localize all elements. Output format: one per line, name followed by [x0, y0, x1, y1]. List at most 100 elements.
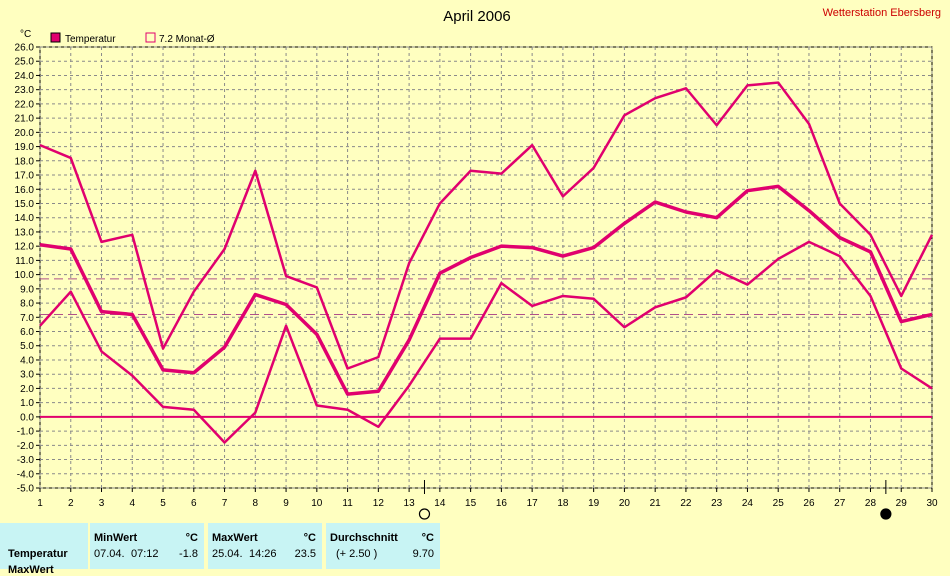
x-tick-label: 18	[557, 498, 569, 509]
x-tick-label: 13	[404, 498, 416, 509]
y-tick-label: -4.0	[17, 469, 35, 480]
y-tick-label: 14.0	[15, 213, 35, 224]
x-tick-label: 19	[588, 498, 600, 509]
x-tick-label: 26	[803, 498, 815, 509]
full-moon-icon	[418, 508, 431, 520]
stats-min-cell: MinWert °C 07.04. 07:12 -1.8	[90, 523, 204, 569]
chart-title: April 2006	[443, 8, 511, 25]
max-value: 23.5	[294, 548, 316, 560]
series-line-max	[39, 81, 934, 370]
series-line-min	[39, 240, 933, 444]
station-name: Wetterstation Ebersberg	[823, 7, 941, 19]
y-unit-label: °C	[20, 29, 31, 40]
x-tick-label: 22	[680, 498, 692, 509]
statistics-panel: Temperatur MaxWert MinWert °C 07.04. 07:…	[0, 523, 950, 576]
y-tick-label: 22.0	[15, 99, 35, 110]
grid-lines	[36, 46, 933, 492]
x-tick-label: 3	[99, 498, 105, 509]
avg-diff: (+ 2.50 )	[336, 548, 378, 560]
y-tick-label: -2.0	[17, 441, 35, 452]
y-tick-label: 11.0	[15, 256, 34, 267]
y-tick-label: 9.0	[20, 284, 34, 295]
plot-area	[39, 46, 933, 489]
y-tick-label: 3.0	[20, 370, 34, 381]
x-tick-label: 24	[742, 498, 754, 509]
y-tick-label: 23.0	[15, 85, 35, 96]
stats-max-cell: MaxWert °C 25.04. 14:26 23.5	[208, 523, 322, 569]
x-tick-label: 29	[896, 498, 908, 509]
x-tick-label: 25	[773, 498, 785, 509]
y-tick-label: 26.0	[15, 43, 35, 54]
legend-label-temperature: Temperatur	[65, 34, 116, 45]
y-tick-label: 7.0	[20, 313, 34, 324]
x-tick-label: 28	[865, 498, 877, 509]
x-tick-label: 9	[283, 498, 289, 509]
stats-label-cell: Temperatur MaxWert	[0, 523, 88, 576]
avg-value: 9.70	[412, 548, 434, 560]
y-tick-label: 24.0	[15, 71, 35, 82]
y-tick-label: 19.0	[15, 142, 35, 153]
y-tick-label: 6.0	[20, 327, 34, 338]
y-tick-label: 5.0	[20, 341, 34, 352]
row-label-temperature: Temperatur	[8, 548, 68, 560]
y-tick-label: 18.0	[15, 156, 35, 167]
x-tick-label: 20	[619, 498, 631, 509]
min-unit: °C	[185, 532, 198, 544]
x-tick-label: 15	[465, 498, 477, 509]
series-lines	[39, 81, 934, 444]
x-tick-label: 23	[711, 498, 723, 509]
min-date: 07.04.	[94, 548, 125, 560]
max-date: 25.04.	[212, 548, 243, 560]
y-tick-label: 25.0	[15, 57, 35, 68]
x-tick-label: 11	[342, 498, 353, 509]
x-tick-label: 10	[311, 498, 323, 509]
row-label-second: MaxWert	[8, 564, 54, 576]
legend-swatch-temperature	[50, 32, 61, 43]
x-tick-label: 1	[37, 498, 43, 509]
x-tick-label: 16	[496, 498, 508, 509]
y-tick-label: 1.0	[20, 398, 34, 409]
y-tick-label: -1.0	[17, 427, 35, 438]
y-tick-label: 8.0	[20, 299, 34, 310]
x-tick-labels: 1 2 3 4 5 6 7 8 9 10 11 12 13 14 15 16 17 18 19 20 21 22 23 24 2…	[37, 498, 938, 509]
y-tick-label: 17.0	[15, 171, 35, 182]
avg-unit: °C	[421, 532, 434, 544]
series-line-avg	[39, 184, 933, 396]
stats-avg-cell: Durchschnitt °C (+ 2.50 ) 9.70	[326, 523, 440, 569]
temperature-chart: -5.0 -4.0 -3.0 -2.0 -1.0 0.0 1.0 2.0 3.0 4.0 5.0 6.…	[15, 7, 941, 520]
y-tick-label: 21.0	[15, 114, 35, 125]
y-tick-label: -5.0	[17, 484, 35, 495]
y-tick-label: 20.0	[15, 128, 35, 139]
x-tick-label: 5	[160, 498, 166, 509]
new-moon-icon	[880, 508, 892, 520]
legend-label-month-avg: 7.2 Monat-Ø	[159, 34, 215, 45]
x-tick-label: 21	[650, 498, 662, 509]
y-tick-label: 10.0	[15, 270, 35, 281]
x-tick-label: 6	[191, 498, 197, 509]
y-tick-label: 15.0	[15, 199, 35, 210]
avg-header: Durchschnitt	[330, 532, 398, 544]
y-tick-label: 16.0	[15, 185, 35, 196]
max-time: 14:26	[249, 548, 277, 560]
x-tick-label: 17	[527, 498, 539, 509]
max-header: MaxWert	[212, 532, 258, 544]
y-tick-label: 12.0	[15, 242, 35, 253]
y-tick-label: 4.0	[20, 355, 34, 366]
y-tick-label: 13.0	[15, 227, 35, 238]
y-tick-labels: -5.0 -4.0 -3.0 -2.0 -1.0 0.0 1.0 2.0 3.0 4.0 5.0 6.…	[15, 43, 35, 495]
x-tick-label: 8	[253, 498, 259, 509]
x-tick-label: 4	[129, 498, 135, 509]
x-tick-label: 27	[834, 498, 846, 509]
reference-lines	[40, 278, 932, 418]
y-tick-label: 0.0	[20, 412, 34, 423]
min-value: -1.8	[179, 548, 198, 560]
y-tick-label: 2.0	[20, 384, 34, 395]
x-tick-label: 12	[373, 498, 385, 509]
x-tick-label: 14	[434, 498, 446, 509]
moon-markers	[418, 480, 892, 520]
legend: Temperatur 7.2 Monat-Ø	[50, 32, 215, 45]
min-header: MinWert	[94, 532, 138, 544]
x-tick-label: 30	[926, 498, 938, 509]
min-time: 07:12	[131, 548, 159, 560]
